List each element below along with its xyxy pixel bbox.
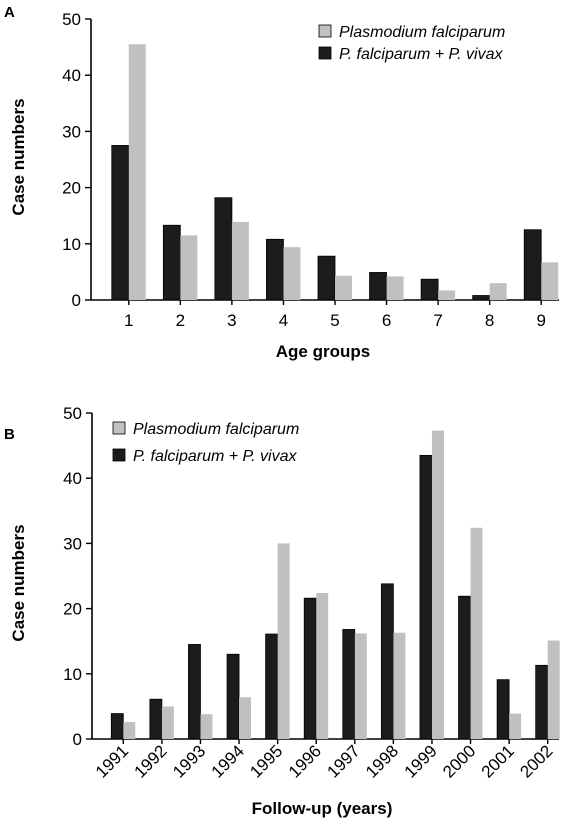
panel-a-bar-falciparum-4 <box>283 247 301 300</box>
panel-a-bar-falciparum-6 <box>386 276 404 300</box>
panel-b-y-tick-label: 10 <box>63 665 82 684</box>
panel-b-x-tick-label: 1995 <box>246 741 286 781</box>
panel-b-x-tick-label: 1997 <box>323 741 363 781</box>
panel-a-legend-swatch-mixed <box>318 46 332 60</box>
panel-a-y-tick-label: 0 <box>72 291 81 310</box>
panel-b-bar-falciparum-1998 <box>393 632 406 739</box>
panel-b-bar-mixed-1997 <box>342 629 356 740</box>
panel-a-bar-falciparum-2 <box>180 235 198 300</box>
panel-b-x-tick-label: 1992 <box>131 741 171 781</box>
panel-b-legend-swatch-falciparum <box>112 421 126 435</box>
panel-b-x-tick-label: 1996 <box>285 741 325 781</box>
panel-b-bar-falciparum-1994 <box>239 697 252 739</box>
panel-b-y-tick-label: 40 <box>63 469 82 488</box>
panel-b-bar-falciparum-1997 <box>354 633 367 739</box>
panel-b-bar-falciparum-1995 <box>277 543 290 739</box>
panel-b-bar-mixed-2002 <box>535 664 549 740</box>
panel-a-y-axis-title: Case numbers <box>9 98 28 215</box>
chart-panel-b: B Case numbers Follow-up (years) 0 10 20 30… <box>4 404 560 818</box>
panel-b-bar-falciparum-2001 <box>509 713 522 739</box>
panel-b-bar-falciparum-1999 <box>431 430 444 739</box>
panel-a-bar-falciparum-7 <box>438 290 456 300</box>
panel-a-legend-swatch-falciparum <box>318 24 332 38</box>
panel-a-x-tick-label: 6 <box>382 311 391 330</box>
chart-panel-a: A Case numbers Age groups 0 10 20 30 40 50 1 2 3… <box>4 4 559 361</box>
panel-b-x-tick-label: 2000 <box>439 741 479 781</box>
panel-b-x-tick-label: 1998 <box>362 741 402 781</box>
panel-a-bar-mixed-7 <box>420 278 439 301</box>
panel-b-bar-mixed-1995 <box>265 633 279 740</box>
panel-a-y-tick-label: 50 <box>62 10 81 29</box>
panel-b-legend-label-mixed: P. falciparum + P. vivax <box>133 448 297 465</box>
panel-a-legend-label-mixed: P. falciparum + P. vivax <box>339 46 503 63</box>
panel-a-legend-label-falciparum: Plasmodium falciparum <box>339 24 505 41</box>
panel-b-bar-falciparum-2002 <box>547 640 560 739</box>
panel-a-x-tick-label: 5 <box>330 311 339 330</box>
panel-b-x-tick-label: 1994 <box>208 741 248 781</box>
panel-a-x-tick-label: 1 <box>124 311 133 330</box>
panel-b-bar-falciparum-1993 <box>200 714 213 739</box>
panel-b-bar-mixed-2000 <box>458 595 471 740</box>
panel-b-bar-mixed-1992 <box>149 698 163 740</box>
panel-a-bar-mixed-4 <box>266 238 284 301</box>
panel-a-bar-mixed-8 <box>472 295 491 301</box>
panel-a-bar-mixed-2 <box>162 224 181 301</box>
panel-a-bar-falciparum-3 <box>231 221 249 300</box>
panel-a-y-tick-label: 20 <box>62 179 81 198</box>
panel-a-bar-falciparum-9 <box>541 262 559 300</box>
panel-b-bar-falciparum-1996 <box>316 592 329 739</box>
panel-b-x-tick-label: 2002 <box>516 741 556 781</box>
panel-a-bar-mixed-3 <box>214 197 233 301</box>
panel-a-x-tick-label: 2 <box>176 311 185 330</box>
panel-b-y-axis-title: Case numbers <box>9 524 28 641</box>
panel-b-y-tick-label: 20 <box>63 600 82 619</box>
panel-a-bar-falciparum-8 <box>489 283 507 300</box>
panel-b-x-tick-label: 1999 <box>401 741 441 781</box>
panel-b-legend-swatch-mixed <box>112 448 126 462</box>
panel-a-y-tick-label: 30 <box>62 122 81 141</box>
panel-b-letter: B <box>4 426 15 443</box>
panel-b-y-tick-label: 0 <box>73 730 82 749</box>
panel-b-legend-label-falciparum: Plasmodium falciparum <box>133 421 299 438</box>
panel-b-x-tick-label: 2001 <box>478 741 518 781</box>
panel-b-bar-mixed-1998 <box>380 583 394 740</box>
panel-a-y-tick-label: 10 <box>62 235 81 254</box>
panel-a-bar-mixed-6 <box>369 272 387 301</box>
panel-b-bar-mixed-1996 <box>303 597 317 740</box>
panel-b-bar-falciparum-1991 <box>123 722 136 739</box>
panel-a-bar-falciparum-1 <box>128 44 146 300</box>
panel-b-bar-mixed-1991 <box>110 713 124 740</box>
panel-b-x-axis-title: Follow-up (years) <box>252 799 393 818</box>
panel-b-bar-mixed-1999 <box>419 454 433 740</box>
panel-a-x-tick-label: 4 <box>279 311 288 330</box>
panel-a-x-tick-label: 9 <box>536 311 545 330</box>
panel-b-bar-mixed-1994 <box>226 653 240 740</box>
panel-b-x-tick-label: 1993 <box>169 741 209 781</box>
panel-b-bar-falciparum-2000 <box>470 527 483 739</box>
panel-a-x-axis-title: Age groups <box>276 342 370 361</box>
panel-a-x-tick-label: 8 <box>485 311 494 330</box>
panel-b-bar-falciparum-1992 <box>161 706 174 739</box>
panel-b-y-tick-label: 50 <box>63 404 82 423</box>
panel-a-bar-mixed-1 <box>111 145 130 301</box>
panel-b-y-tick-label: 30 <box>63 534 82 553</box>
panel-a-bar-falciparum-5 <box>335 275 352 300</box>
panel-a-y-tick-label: 40 <box>62 66 81 85</box>
panel-a-bar-mixed-5 <box>317 255 336 301</box>
panel-a-x-tick-label: 3 <box>227 311 236 330</box>
panel-a-letter: A <box>4 4 15 21</box>
panel-a-bar-mixed-9 <box>523 229 542 301</box>
panel-b-x-tick-label: 1991 <box>92 741 132 781</box>
panel-a-x-tick-label: 7 <box>433 311 442 330</box>
panel-b-bar-mixed-2001 <box>496 679 510 740</box>
panel-b-bar-mixed-1993 <box>188 644 201 740</box>
